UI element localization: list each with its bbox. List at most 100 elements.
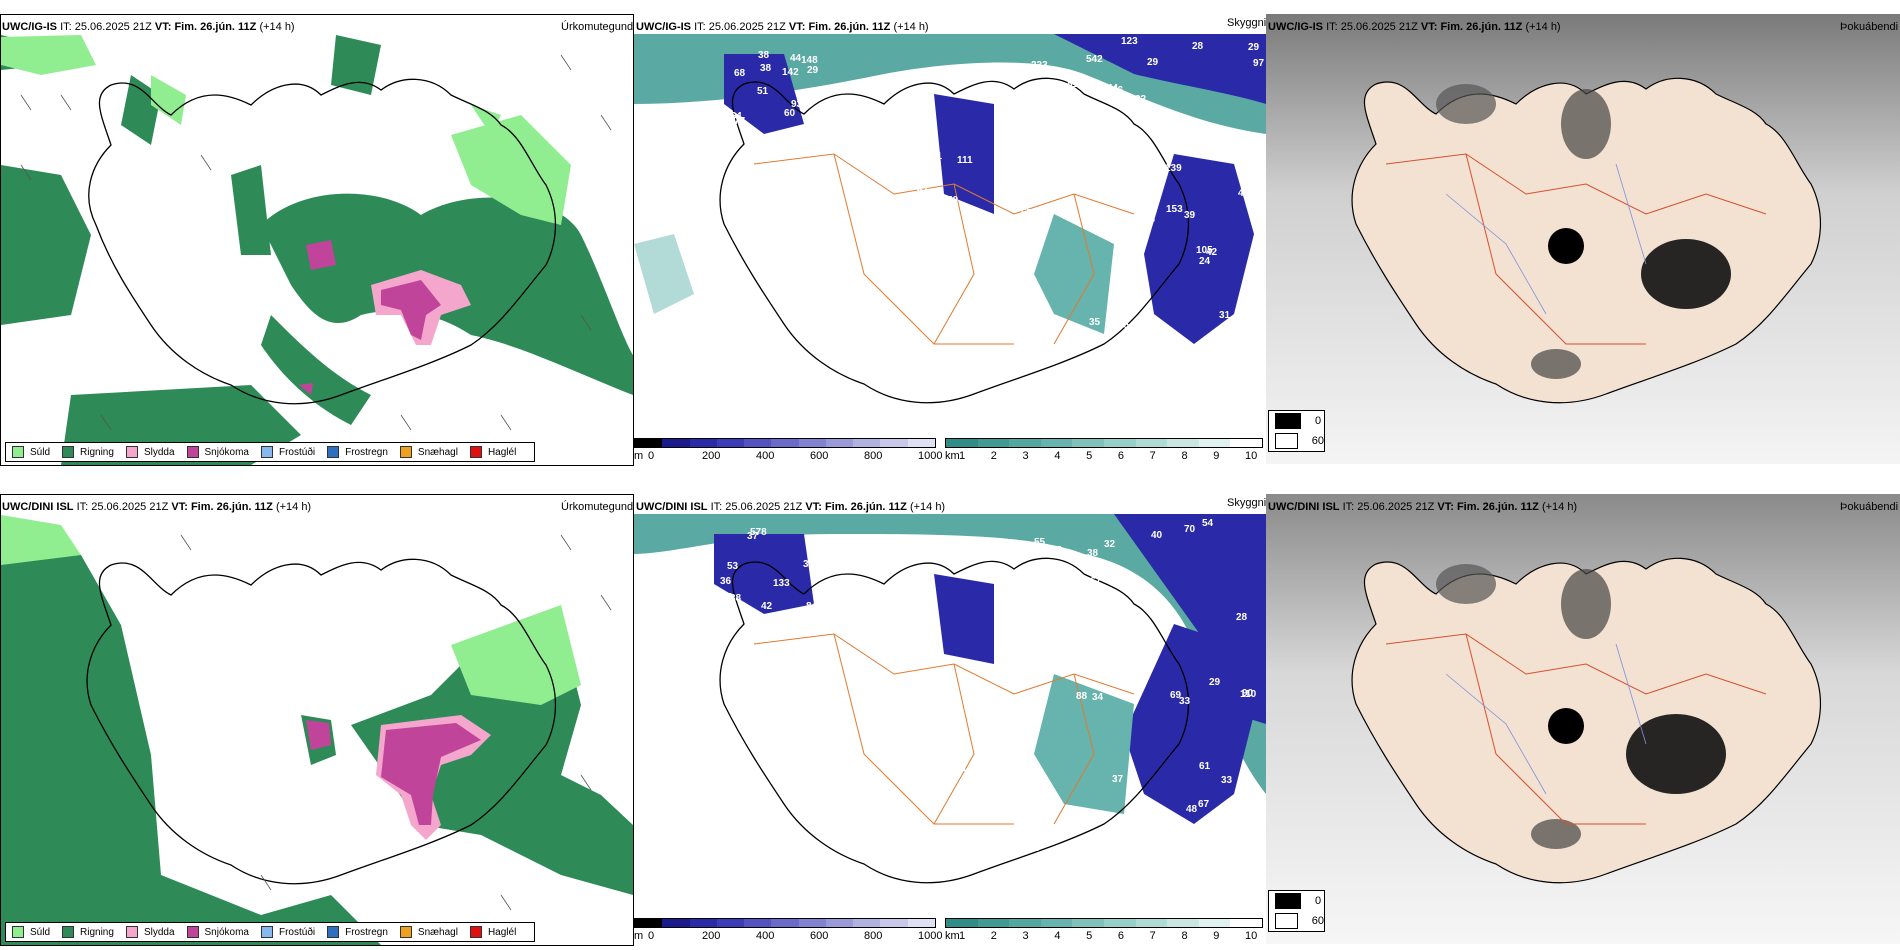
colorbar-segment bbox=[853, 439, 881, 447]
fog-legend-label: 0 bbox=[1315, 895, 1322, 907]
cloud-base-value: 135 bbox=[1045, 545, 1062, 556]
legend-swatch bbox=[12, 926, 24, 938]
cloud-base-map-row2: 578 7011015213313544623640333037384839425… bbox=[634, 494, 1266, 944]
fog-title-row2: Þokuábendi bbox=[1840, 501, 1899, 513]
cloud-base-value: 31 bbox=[1219, 310, 1231, 321]
fog-legend-swatch bbox=[1275, 893, 1301, 909]
cloud-base-value: 42 bbox=[1206, 247, 1218, 258]
precip-legend-item: Snæhagl bbox=[399, 446, 458, 458]
cloud-base-value: 57 bbox=[1021, 208, 1033, 219]
colorbar-tick-label: 6 bbox=[1117, 930, 1124, 942]
cloud-base-value: 96 bbox=[1066, 90, 1078, 101]
legend-swatch bbox=[260, 926, 273, 938]
cloud-base-value: 40 bbox=[1151, 530, 1163, 541]
fog-legend-label: 60 bbox=[1311, 915, 1324, 927]
cloud-base-value: 29 bbox=[1209, 677, 1221, 688]
colorbar-segment bbox=[946, 439, 978, 447]
colorbar-segment bbox=[880, 439, 908, 447]
cloud-base-value: 54 bbox=[1202, 518, 1214, 529]
fog-legend-row2: 0 60 bbox=[1268, 890, 1325, 932]
precip-legend-item: Rigning bbox=[62, 446, 114, 458]
precip-type-map-row1 bbox=[1, 15, 633, 465]
cloud-base-value: 68 bbox=[734, 68, 746, 79]
precip-legend-item: Snjókoma bbox=[186, 446, 249, 458]
colorbar-segment bbox=[1072, 439, 1104, 447]
colorbar-segment bbox=[662, 439, 690, 447]
cloud-base-value: 39 bbox=[1030, 637, 1042, 648]
legend-label: Slydda bbox=[143, 446, 175, 458]
cloud-base-value: 153 bbox=[1166, 204, 1183, 215]
colorbar-segment bbox=[635, 439, 663, 447]
legend-label: Rigning bbox=[80, 446, 114, 458]
precip-type-map-row2 bbox=[1, 495, 633, 945]
precip-legend-item: Frostúði bbox=[260, 446, 315, 458]
precip-legend-item: Haglél bbox=[469, 926, 516, 938]
header-row2-panel1: UWC/DINI ISL IT: 25.06.2025 21Z VT: Fim.… bbox=[2, 501, 312, 513]
colorbar-tick-label: 1 bbox=[959, 930, 966, 942]
colorbar-tick-label: 3 bbox=[1022, 450, 1029, 462]
colorbar-tick-label: 10 bbox=[1245, 450, 1258, 462]
cloud-base-value: 30 bbox=[931, 832, 943, 843]
colorbar-tick-label: 200 bbox=[702, 450, 721, 462]
colorbar-segment bbox=[1072, 919, 1104, 927]
cloud-base-value: 53 bbox=[727, 561, 739, 572]
colorbar-segment bbox=[1230, 439, 1262, 447]
cloud-base-value: 60 bbox=[784, 108, 796, 119]
colorbar-tick-label: 1000 bbox=[918, 930, 943, 942]
cloud-base-value: 24 bbox=[1199, 256, 1211, 267]
cloud-base-value: 28 bbox=[1236, 612, 1248, 623]
legend-label: Snjókoma bbox=[204, 926, 249, 938]
colorbar-segment bbox=[977, 919, 1010, 927]
precip-legend-item: Súld bbox=[12, 926, 50, 938]
cloud-base-value: 39 bbox=[1118, 301, 1130, 312]
legend-swatch bbox=[62, 926, 75, 938]
colorbar-tick-label: 400 bbox=[756, 930, 775, 942]
precip-legend-item: Haglél bbox=[469, 446, 516, 458]
cloud-base-panel-row1: 605 233 243 127 142 159 139 179 164 542 39 36 38 29 42… bbox=[634, 14, 1266, 464]
cloud-base-value: 93 bbox=[791, 99, 803, 110]
cloud-base-value: 35 bbox=[1038, 546, 1050, 557]
precip-legend-item: Frostúði bbox=[260, 926, 316, 938]
cloud-base-value: 38 bbox=[1087, 548, 1099, 559]
colorbar-segment bbox=[977, 439, 1010, 447]
colorbar-tick-label: 9 bbox=[1213, 930, 1220, 942]
cloud-base-value: 51 bbox=[757, 86, 769, 97]
colorbar-segment bbox=[1103, 919, 1136, 927]
cloud-base-value: 34 bbox=[1092, 692, 1104, 703]
cloud-base-value: 55 bbox=[1034, 537, 1046, 548]
colorbar-tick-label: 5 bbox=[1086, 450, 1093, 462]
legend-label: Frostúði bbox=[278, 926, 316, 938]
cloud-base-value: 32 bbox=[1135, 94, 1147, 105]
legend-swatch bbox=[62, 446, 75, 458]
cloud-base-value: 578 bbox=[750, 527, 767, 538]
colorbar-segment bbox=[662, 919, 690, 927]
colorbar-tick-label: 4 bbox=[1054, 450, 1061, 462]
cloud-base-value: 31 bbox=[956, 763, 968, 774]
cloud-base-value: 27 bbox=[718, 131, 730, 142]
colorbar-tick-label: 600 bbox=[810, 450, 829, 462]
colorbar-segment bbox=[1040, 439, 1073, 447]
cloud-base-value: 31 bbox=[803, 559, 815, 570]
cloud-base-value: 49 bbox=[1238, 188, 1250, 199]
cloud-base-value: 33 bbox=[1179, 696, 1191, 707]
legend-label: Snjókoma bbox=[204, 446, 249, 458]
legend-swatch bbox=[327, 446, 340, 458]
colorbar-tick-label: 2 bbox=[990, 930, 997, 942]
precip-legend-item: Snæhagl bbox=[399, 926, 458, 938]
fog-map-row1 bbox=[1266, 14, 1900, 464]
colorbar-tick-label: 200 bbox=[702, 930, 721, 942]
legend-swatch bbox=[399, 446, 412, 458]
colorbar-segment bbox=[798, 919, 826, 927]
colorbar-segment bbox=[907, 919, 935, 927]
colorbar-segment bbox=[907, 439, 935, 447]
cloud-base-value: 127 bbox=[988, 236, 1005, 247]
colorbar-tick-label: 400 bbox=[756, 450, 775, 462]
legend-swatch bbox=[125, 446, 138, 458]
precip-legend-item: Slydda bbox=[125, 446, 175, 458]
colorbar-segment bbox=[1198, 439, 1231, 447]
legend-swatch bbox=[469, 446, 482, 458]
colorbar-segment bbox=[880, 919, 908, 927]
cloud-base-value: 70 bbox=[1184, 524, 1196, 535]
colorbar-segment bbox=[716, 439, 745, 447]
fog-map-row2 bbox=[1266, 494, 1900, 944]
